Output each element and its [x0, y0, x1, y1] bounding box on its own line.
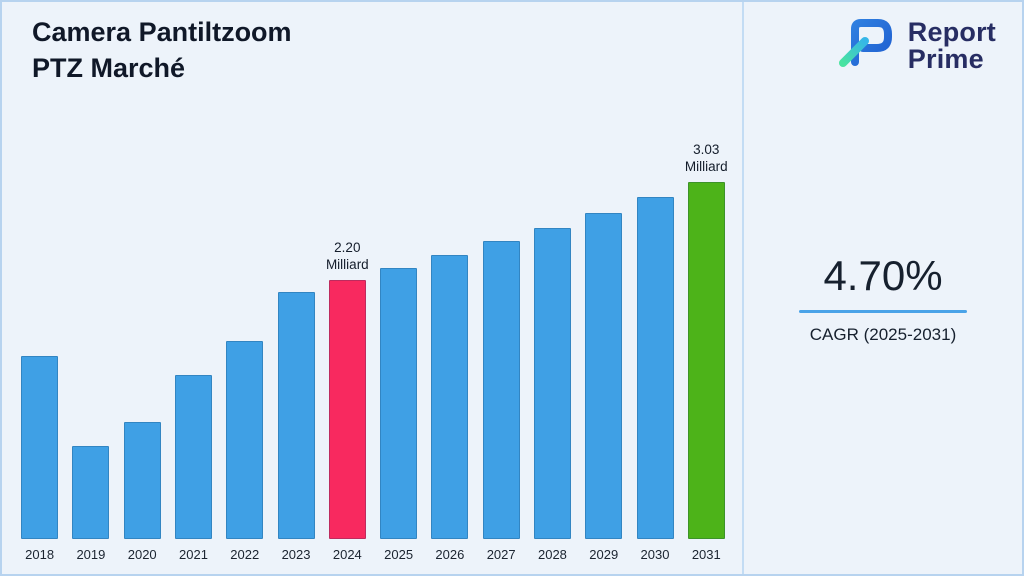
page-title: Camera Pantiltzoom PTZ Marché — [32, 14, 292, 87]
report-prime-logo: Report Prime — [836, 16, 996, 75]
bar-2022 — [226, 341, 264, 539]
bar-2028 — [533, 228, 571, 539]
x-tick-2022: 2022 — [230, 547, 260, 562]
bar-column-2022: 2022 — [219, 341, 270, 562]
x-tick-2028: 2028 — [537, 547, 567, 562]
bar-2018 — [21, 356, 59, 539]
x-tick-2030: 2030 — [640, 547, 670, 562]
vertical-divider — [742, 2, 744, 574]
bar-2026 — [431, 255, 469, 539]
cagr-stat-block: 4.70% CAGR (2025-2031) — [744, 252, 1022, 345]
bar-2030 — [636, 197, 674, 539]
x-tick-2025: 2025 — [384, 547, 414, 562]
bar-column-2026: 2026 — [424, 255, 475, 562]
report-prime-wordmark: Report Prime — [907, 16, 996, 74]
bar-2024 — [328, 280, 366, 539]
bar-2019 — [72, 446, 110, 539]
x-tick-2024: 2024 — [332, 547, 362, 562]
bar-column-2028: 2028 — [527, 228, 578, 562]
bar-column-2027: 2027 — [476, 241, 527, 562]
cagr-underline — [799, 310, 967, 313]
bar-column-2019: 2019 — [65, 446, 116, 562]
report-prime-logo-icon — [836, 16, 898, 75]
bar-2020 — [123, 422, 161, 539]
bar-annotation-2031: 3.03 Milliard — [684, 142, 728, 175]
bar-column-2024: 2.20 Milliard 2024 — [322, 240, 373, 562]
page-title-line2: PTZ Marché — [32, 53, 186, 84]
wordmark-prime: Prime — [907, 43, 984, 74]
bar-2021 — [174, 375, 212, 539]
wordmark-report: Report — [907, 16, 996, 47]
bar-annotation-2024: 2.20 Milliard — [325, 240, 369, 273]
cagr-value: 4.70% — [823, 252, 943, 299]
bar-column-2023: 2023 — [270, 292, 321, 562]
bar-column-2018: 2018 — [14, 356, 65, 562]
bar-column-2021: 2021 — [168, 375, 219, 562]
x-tick-2027: 2027 — [486, 547, 516, 562]
bar-chart: 2018 2019 2020 2021 2022 2023 2.20 Milliard 2024… — [14, 142, 732, 562]
x-tick-2029: 2029 — [589, 547, 619, 562]
bar-2025 — [380, 268, 418, 539]
x-tick-2023: 2023 — [281, 547, 311, 562]
x-tick-2020: 2020 — [127, 547, 157, 562]
x-tick-2026: 2026 — [435, 547, 465, 562]
x-tick-2021: 2021 — [179, 547, 208, 562]
page-title-line1: Camera Pantiltzoom — [32, 17, 292, 47]
bar-column-2020: 2020 — [117, 422, 168, 562]
cagr-label: CAGR (2025-2031) — [809, 325, 957, 344]
bar-2023 — [277, 292, 315, 539]
bar-2029 — [585, 213, 623, 539]
bar-column-2031: 3.03 Milliard 2031 — [681, 142, 732, 562]
x-tick-2019: 2019 — [76, 547, 106, 562]
bar-column-2030: 2030 — [629, 197, 680, 562]
bar-column-2025: 2025 — [373, 268, 424, 562]
bar-2027 — [482, 241, 520, 539]
x-tick-2018: 2018 — [25, 547, 55, 562]
x-tick-2031: 2031 — [691, 547, 721, 562]
bar-column-2029: 2029 — [578, 213, 629, 562]
bar-2031 — [687, 182, 725, 539]
